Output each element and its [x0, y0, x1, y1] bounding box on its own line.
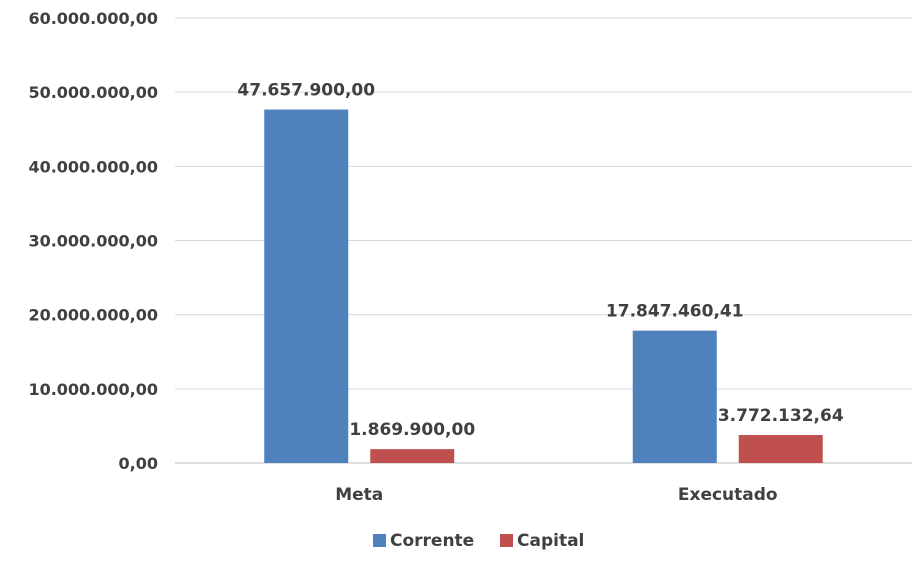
data-label: 17.847.460,41	[606, 302, 744, 322]
bar-corrente-meta	[264, 109, 349, 464]
y-tick-label: 0,00	[119, 454, 158, 473]
data-label: 1.869.900,00	[349, 420, 475, 440]
x-axis-category-labels: Meta Executado	[335, 485, 777, 505]
bar-capital-executado	[738, 435, 823, 463]
legend-swatch-capital	[500, 534, 513, 547]
data-labels: 47.657.900,00 1.869.900,00 17.847.460,41 3.…	[237, 81, 843, 441]
y-tick-label: 40.000.000,00	[28, 157, 158, 176]
y-axis-tick-labels: 0,00 10.000.000,00 20.000.000,00 30.000.000…	[28, 9, 158, 473]
bar-corrente-executado	[632, 330, 717, 463]
y-tick-label: 30.000.000,00	[28, 232, 158, 251]
legend-label: Capital	[517, 531, 584, 551]
legend: Corrente Capital	[373, 531, 584, 551]
data-label: 47.657.900,00	[237, 81, 375, 101]
y-tick-label: 50.000.000,00	[28, 83, 158, 102]
x-category-label: Meta	[335, 485, 383, 505]
y-tick-label: 10.000.000,00	[28, 380, 158, 399]
bar-capital-meta	[370, 449, 455, 463]
legend-swatch-corrente	[373, 534, 386, 547]
y-tick-label: 20.000.000,00	[28, 306, 158, 325]
legend-label: Corrente	[390, 531, 474, 551]
x-category-label: Executado	[678, 485, 778, 505]
y-tick-label: 60.000.000,00	[28, 9, 158, 28]
data-label: 3.772.132,64	[718, 406, 844, 426]
bars	[264, 109, 823, 464]
